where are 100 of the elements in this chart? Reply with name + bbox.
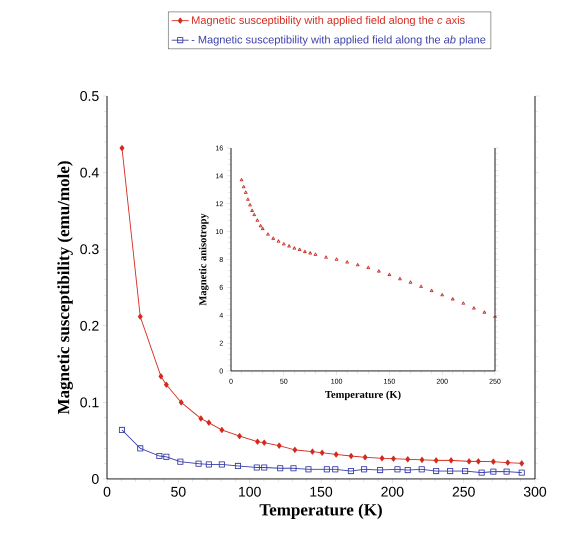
point — [292, 246, 296, 250]
y-axis-title: Magnetic anisotropy — [198, 213, 209, 306]
point — [447, 468, 454, 474]
point — [466, 458, 472, 464]
point — [206, 420, 212, 426]
point — [234, 462, 242, 470]
y-tick-label: 0.1 — [80, 397, 99, 408]
point — [177, 458, 184, 465]
point — [377, 269, 381, 273]
point — [476, 458, 481, 464]
x-axis-title: Temperature (K) — [260, 504, 382, 519]
point — [262, 440, 267, 446]
point — [240, 178, 244, 182]
point — [158, 373, 164, 380]
x-tick-label: 0 — [104, 486, 110, 497]
point — [472, 306, 476, 310]
x-tick-label: 50 — [171, 486, 186, 497]
point — [198, 415, 204, 422]
point — [394, 466, 401, 472]
point — [324, 466, 330, 472]
point — [448, 457, 454, 464]
point — [254, 464, 260, 471]
point — [504, 468, 510, 475]
point — [519, 460, 524, 466]
y-axis-title: Magnetic susceptibility (emu/mole) — [57, 161, 73, 414]
point — [246, 198, 250, 201]
point — [478, 470, 485, 476]
point — [118, 426, 126, 434]
point — [430, 288, 434, 292]
point — [348, 468, 354, 474]
point — [164, 382, 169, 388]
point — [137, 445, 144, 452]
point — [276, 442, 282, 449]
legend-label: - Magnetic susceptibility with applied field along the ab plane — [192, 35, 486, 46]
point — [298, 248, 302, 251]
point — [178, 399, 184, 406]
x-tick-label: 200 — [381, 486, 404, 497]
x-tick-label: 150 — [310, 486, 332, 497]
point — [206, 461, 212, 468]
point — [196, 460, 202, 467]
point — [248, 203, 252, 206]
point — [490, 458, 496, 465]
point — [277, 465, 284, 472]
point — [345, 260, 349, 264]
point — [292, 446, 298, 453]
point — [433, 468, 440, 474]
point — [334, 451, 339, 458]
point — [305, 466, 312, 472]
point — [308, 251, 312, 254]
point — [276, 239, 280, 243]
point — [419, 284, 423, 288]
x-tick-label: 250 — [452, 486, 475, 497]
point — [332, 466, 338, 472]
y-tick-label: 0.3 — [80, 244, 99, 254]
point — [120, 145, 124, 152]
point — [461, 301, 466, 305]
point — [218, 461, 225, 468]
point — [314, 252, 318, 256]
point — [252, 212, 256, 216]
point — [282, 242, 286, 246]
point — [356, 263, 360, 266]
point — [366, 266, 370, 270]
point — [505, 460, 510, 466]
point — [219, 426, 224, 434]
point — [255, 438, 260, 445]
y-tick-label: 0.5 — [80, 91, 99, 101]
point — [156, 452, 162, 460]
x-tick-label: 100 — [239, 486, 261, 497]
point — [271, 236, 276, 240]
y-tick-label: 0.4 — [80, 168, 99, 178]
point — [490, 468, 496, 475]
point — [377, 466, 384, 474]
point — [493, 314, 497, 318]
point — [250, 208, 254, 212]
point — [237, 433, 242, 440]
point — [361, 466, 368, 472]
point — [163, 454, 170, 460]
point — [420, 456, 424, 463]
point — [290, 465, 297, 472]
point — [434, 457, 439, 464]
point — [244, 190, 248, 194]
point — [398, 276, 402, 280]
point — [242, 184, 246, 188]
point — [287, 244, 291, 248]
point — [440, 292, 444, 296]
x-axis-title: Temperature (K) — [325, 390, 401, 400]
point — [260, 226, 265, 230]
point — [138, 314, 143, 320]
point — [518, 470, 525, 476]
point — [320, 450, 325, 456]
point — [324, 255, 328, 259]
point — [362, 454, 368, 460]
point — [450, 297, 455, 300]
y-tick-label: 0 — [92, 474, 99, 484]
point — [380, 455, 384, 462]
point — [258, 224, 262, 228]
point — [261, 464, 268, 471]
legend-label: Magnetic susceptibility with applied field along the c axis — [192, 16, 465, 26]
point — [303, 250, 307, 254]
point — [310, 448, 315, 455]
